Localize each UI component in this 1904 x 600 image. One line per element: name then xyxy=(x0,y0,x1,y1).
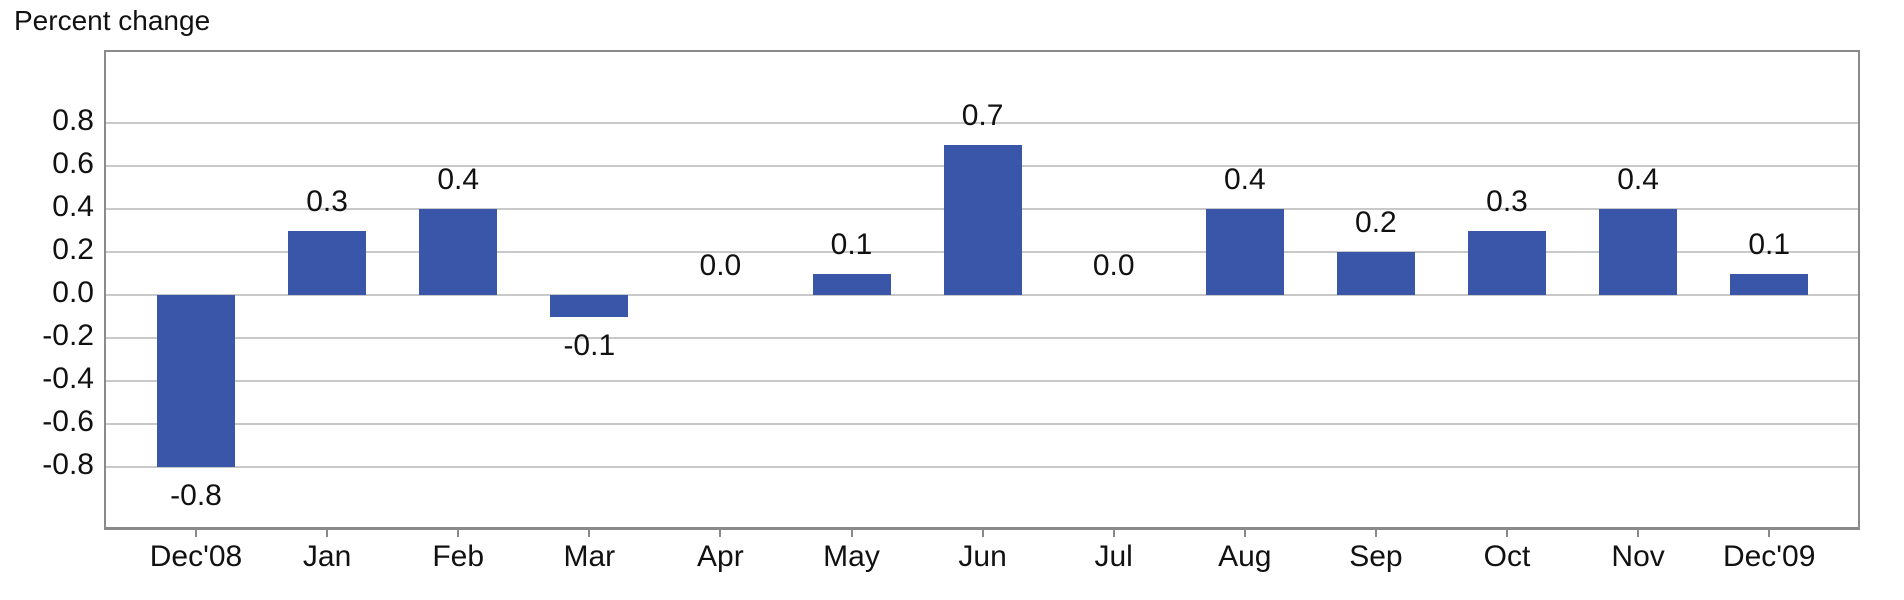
x-axis-tick xyxy=(850,528,853,537)
bar-Sep xyxy=(1336,252,1415,295)
y-axis-tick-label: 0.0 xyxy=(52,276,94,309)
x-axis-label-Jul: Jul xyxy=(1094,540,1133,573)
chart-title: Percent change xyxy=(14,5,211,36)
x-axis-tick xyxy=(1243,528,1246,537)
x-axis-label-Jun: Jun xyxy=(958,540,1007,573)
x-axis-tick xyxy=(981,528,984,537)
bar-Aug xyxy=(1205,209,1284,295)
x-axis-label-Nov: Nov xyxy=(1611,540,1665,573)
x-axis-label-Jan: Jan xyxy=(302,540,352,573)
y-axis-tick-label: 0.8 xyxy=(52,104,94,137)
bar-Dec'09 xyxy=(1730,273,1809,295)
data-label-Sep: 0.2 xyxy=(1355,206,1397,239)
x-axis-tick xyxy=(1112,528,1115,537)
y-axis-tick-label: -0.2 xyxy=(42,319,94,352)
y-axis-tick-label: -0.8 xyxy=(42,448,94,481)
plot-area: -0.8 0.3 0.4 -0.1 0.0 0.1 0.7 0.0 0.4 0.2 0.3 0.4 0.… xyxy=(104,50,1860,530)
data-label-Jun: 0.7 xyxy=(961,98,1004,132)
y-axis-tick-label: 0.4 xyxy=(52,190,94,223)
y-axis-tick-label: -0.4 xyxy=(42,362,94,395)
x-axis-label-May: May xyxy=(823,540,880,573)
x-axis-tick xyxy=(326,528,329,537)
gridline-y-0.8 xyxy=(106,122,1858,124)
data-label-Dec'09: 0.1 xyxy=(1748,227,1791,261)
bar-Dec'08 xyxy=(157,295,235,467)
x-axis-label-Sep: Sep xyxy=(1349,540,1403,573)
x-axis-label-Dec'09: Dec'09 xyxy=(1722,540,1816,573)
gridline-y-0.0 xyxy=(106,294,1858,296)
data-label-Dec'08: -0.8 xyxy=(170,479,222,512)
bar-Oct xyxy=(1468,230,1546,295)
x-axis-label-Mar: Mar xyxy=(563,540,616,573)
bar-May xyxy=(812,273,891,295)
data-label-Nov: 0.4 xyxy=(1617,163,1659,196)
x-axis-tick xyxy=(1374,528,1377,537)
data-label-Apr: 0.0 xyxy=(699,249,742,282)
gridline-y--0.6 xyxy=(106,423,1858,425)
x-axis-tick xyxy=(457,528,460,537)
x-axis-tick xyxy=(1506,528,1508,537)
gridline-y--0.8 xyxy=(106,466,1858,468)
x-axis-tick xyxy=(588,528,591,537)
bar-Nov xyxy=(1599,209,1678,295)
x-axis-label-Apr: Apr xyxy=(697,540,744,573)
bar-Jun xyxy=(943,144,1022,295)
bar-Jan xyxy=(288,230,367,295)
x-axis-tick xyxy=(719,528,722,537)
x-axis-label-Dec'08: Dec'08 xyxy=(149,540,243,573)
bar-Mar xyxy=(550,295,629,317)
y-axis-tick-label: -0.6 xyxy=(42,405,94,438)
x-axis-label-Aug: Aug xyxy=(1218,540,1272,573)
x-axis-tick xyxy=(1768,528,1771,537)
x-axis-tick xyxy=(195,528,197,537)
x-axis-label-Feb: Feb xyxy=(432,540,485,573)
bar-Feb xyxy=(419,209,498,295)
y-axis-tick-label: 0.2 xyxy=(52,233,94,266)
data-label-Feb: 0.4 xyxy=(437,163,480,196)
gridline-y--0.2 xyxy=(106,337,1858,339)
gridline-y--0.4 xyxy=(106,380,1858,382)
x-axis-label-Oct: Oct xyxy=(1483,540,1531,573)
data-label-Oct: 0.3 xyxy=(1486,184,1528,218)
data-label-Jul: 0.0 xyxy=(1092,249,1135,282)
data-label-Jan: 0.3 xyxy=(306,184,348,218)
data-label-May: 0.1 xyxy=(830,227,873,261)
data-label-Aug: 0.4 xyxy=(1223,163,1266,196)
data-label-Mar: -0.1 xyxy=(563,328,616,362)
x-axis-tick xyxy=(1637,528,1640,537)
y-axis-tick-label: 0.6 xyxy=(52,147,94,180)
